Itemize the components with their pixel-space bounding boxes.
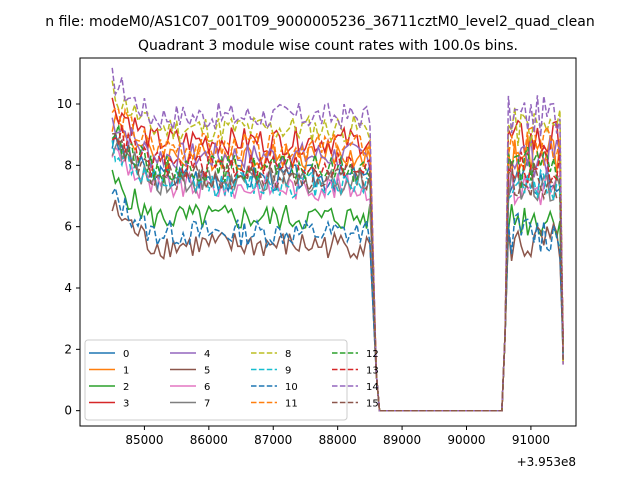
legend-label-14: 14: [366, 382, 379, 393]
legend-label-5: 5: [204, 366, 210, 377]
y-tick-label: 4: [64, 281, 72, 295]
legend-label-13: 13: [366, 366, 379, 377]
x-offset-label: +3.953e8: [517, 455, 576, 469]
y-tick-label: 10: [57, 97, 72, 111]
x-tick-label: 86000: [190, 433, 228, 447]
legend-label-9: 9: [285, 366, 291, 377]
x-tick-label: 89000: [383, 433, 421, 447]
legend-label-6: 6: [204, 382, 210, 393]
series-line-14: [111, 67, 564, 412]
figure-suptitle: n file: modeM0/AS1C07_001T09_9000005236_…: [45, 14, 594, 30]
x-tick-label: 87000: [254, 433, 292, 447]
series-line-12: [111, 124, 564, 412]
y-tick-label: 2: [64, 342, 72, 356]
x-axis: 85000 86000 87000 88000 89000 90000 91000: [125, 426, 550, 447]
legend-label-10: 10: [285, 382, 298, 393]
series-line-8: [111, 80, 564, 412]
chart-title: Quadrant 3 module wise count rates with …: [138, 38, 518, 54]
x-tick-label: 91000: [512, 433, 550, 447]
legend-label-8: 8: [285, 349, 291, 360]
y-tick-label: 8: [64, 158, 72, 172]
legend-label-15: 15: [366, 399, 379, 410]
legend-label-1: 1: [123, 366, 129, 377]
x-tick-label: 85000: [125, 433, 163, 447]
legend-label-12: 12: [366, 349, 379, 360]
legend-label-2: 2: [123, 382, 129, 393]
x-tick-label: 90000: [447, 433, 485, 447]
legend-label-11: 11: [285, 399, 298, 410]
series-line-10: [111, 186, 564, 412]
y-tick-label: 0: [64, 404, 72, 418]
y-axis: 0 2 4 6 8 10: [57, 97, 80, 418]
y-tick-label: 6: [64, 220, 72, 234]
series-layer: [111, 67, 564, 412]
legend-box: [84, 339, 348, 421]
legend-label-7: 7: [204, 399, 210, 410]
x-tick-label: 88000: [319, 433, 357, 447]
legend-label-4: 4: [204, 349, 210, 360]
plot-frame: [79, 57, 577, 427]
series-line-15: [112, 132, 564, 412]
legend-label-3: 3: [123, 399, 129, 410]
legend-label-0: 0: [123, 349, 129, 360]
